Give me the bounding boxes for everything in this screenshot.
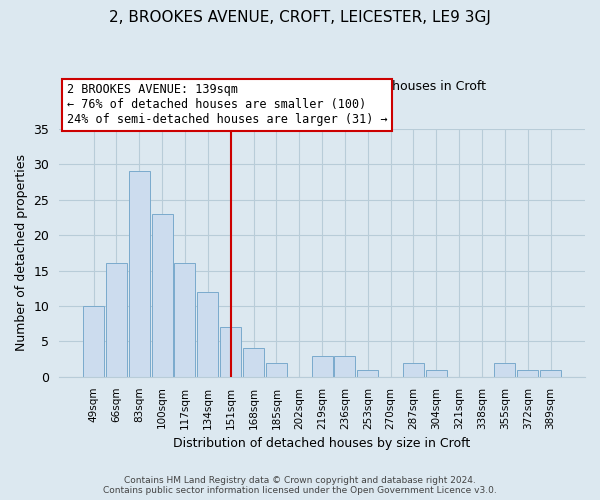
Bar (129, 172, 150, 377)
Bar (311, 356, 332, 377)
Bar (152, 214, 173, 377)
Text: Contains HM Land Registry data © Crown copyright and database right 2024.
Contai: Contains HM Land Registry data © Crown c… (103, 476, 497, 495)
Bar (106, 264, 127, 377)
Bar (403, 362, 424, 377)
Bar (220, 327, 241, 377)
Bar (266, 362, 287, 377)
Bar (334, 356, 355, 377)
Bar (83, 306, 104, 377)
X-axis label: Distribution of detached houses by size in Croft: Distribution of detached houses by size … (173, 437, 471, 450)
Bar (426, 370, 447, 377)
Text: 2, BROOKES AVENUE, CROFT, LEICESTER, LE9 3GJ: 2, BROOKES AVENUE, CROFT, LEICESTER, LE9… (109, 10, 491, 25)
Bar (197, 292, 218, 377)
Bar (175, 264, 196, 377)
Text: 2 BROOKES AVENUE: 139sqm
← 76% of detached houses are smaller (100)
24% of semi-: 2 BROOKES AVENUE: 139sqm ← 76% of detach… (67, 84, 388, 126)
Bar (243, 348, 264, 377)
Bar (357, 370, 378, 377)
Bar (540, 370, 561, 377)
Title: Size of property relative to detached houses in Croft: Size of property relative to detached ho… (158, 80, 486, 93)
Bar (494, 362, 515, 377)
Y-axis label: Number of detached properties: Number of detached properties (15, 154, 28, 352)
Bar (517, 370, 538, 377)
